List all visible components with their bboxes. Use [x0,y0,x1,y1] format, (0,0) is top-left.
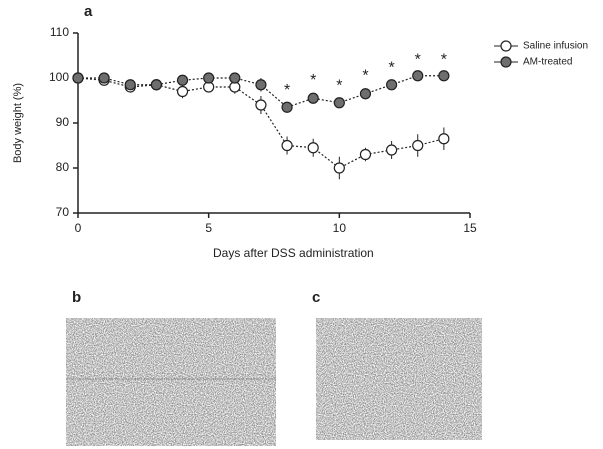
y-tick-label: 70 [56,205,70,219]
significance-mark: * [284,82,290,99]
x-tick-label: 15 [463,221,477,235]
data-point [151,80,161,90]
significance-mark: * [310,72,316,89]
x-tick-label: 5 [205,221,212,235]
legend-marker [501,41,511,51]
data-point [99,73,109,83]
data-point [387,145,397,155]
significance-mark: * [388,59,394,76]
data-point [308,143,318,153]
data-point [204,73,214,83]
data-point [282,141,292,151]
y-tick-label: 110 [50,25,69,39]
y-axis-title: Body weight (%) [12,83,24,163]
data-point [360,150,370,160]
x-axis-title: Days after DSS administration [213,246,374,260]
data-point [178,87,188,97]
histology-image [66,318,276,446]
legend-label: AM-treated [523,57,572,68]
legend-marker [501,57,511,67]
data-point [387,80,397,90]
data-point [256,100,266,110]
data-point [360,89,370,99]
x-tick-label: 10 [333,221,347,235]
data-point [125,80,135,90]
panel-label: c [312,289,320,306]
data-point [334,163,344,173]
panel-label: a [84,3,93,20]
data-point [178,75,188,85]
data-point [413,71,423,81]
significance-mark: * [336,77,342,94]
x-tick-label: 0 [75,221,82,235]
data-point [282,102,292,112]
data-point [230,73,240,83]
data-point [439,71,449,81]
data-point [334,98,344,108]
panel-label: b [72,289,81,306]
y-tick-label: 80 [56,160,70,174]
data-point [439,134,449,144]
legend-label: Saline infusion [523,41,588,52]
data-point [308,93,318,103]
significance-mark: * [415,51,421,68]
data-point [413,141,423,151]
y-tick-label: 100 [49,70,69,84]
histology-image [316,318,482,440]
significance-mark: * [441,51,447,68]
data-point [73,73,83,83]
figure: a b c Days after DSS administration Body… [0,0,603,449]
data-point [256,80,266,90]
significance-mark: * [362,68,368,85]
y-tick-label: 90 [56,115,70,129]
